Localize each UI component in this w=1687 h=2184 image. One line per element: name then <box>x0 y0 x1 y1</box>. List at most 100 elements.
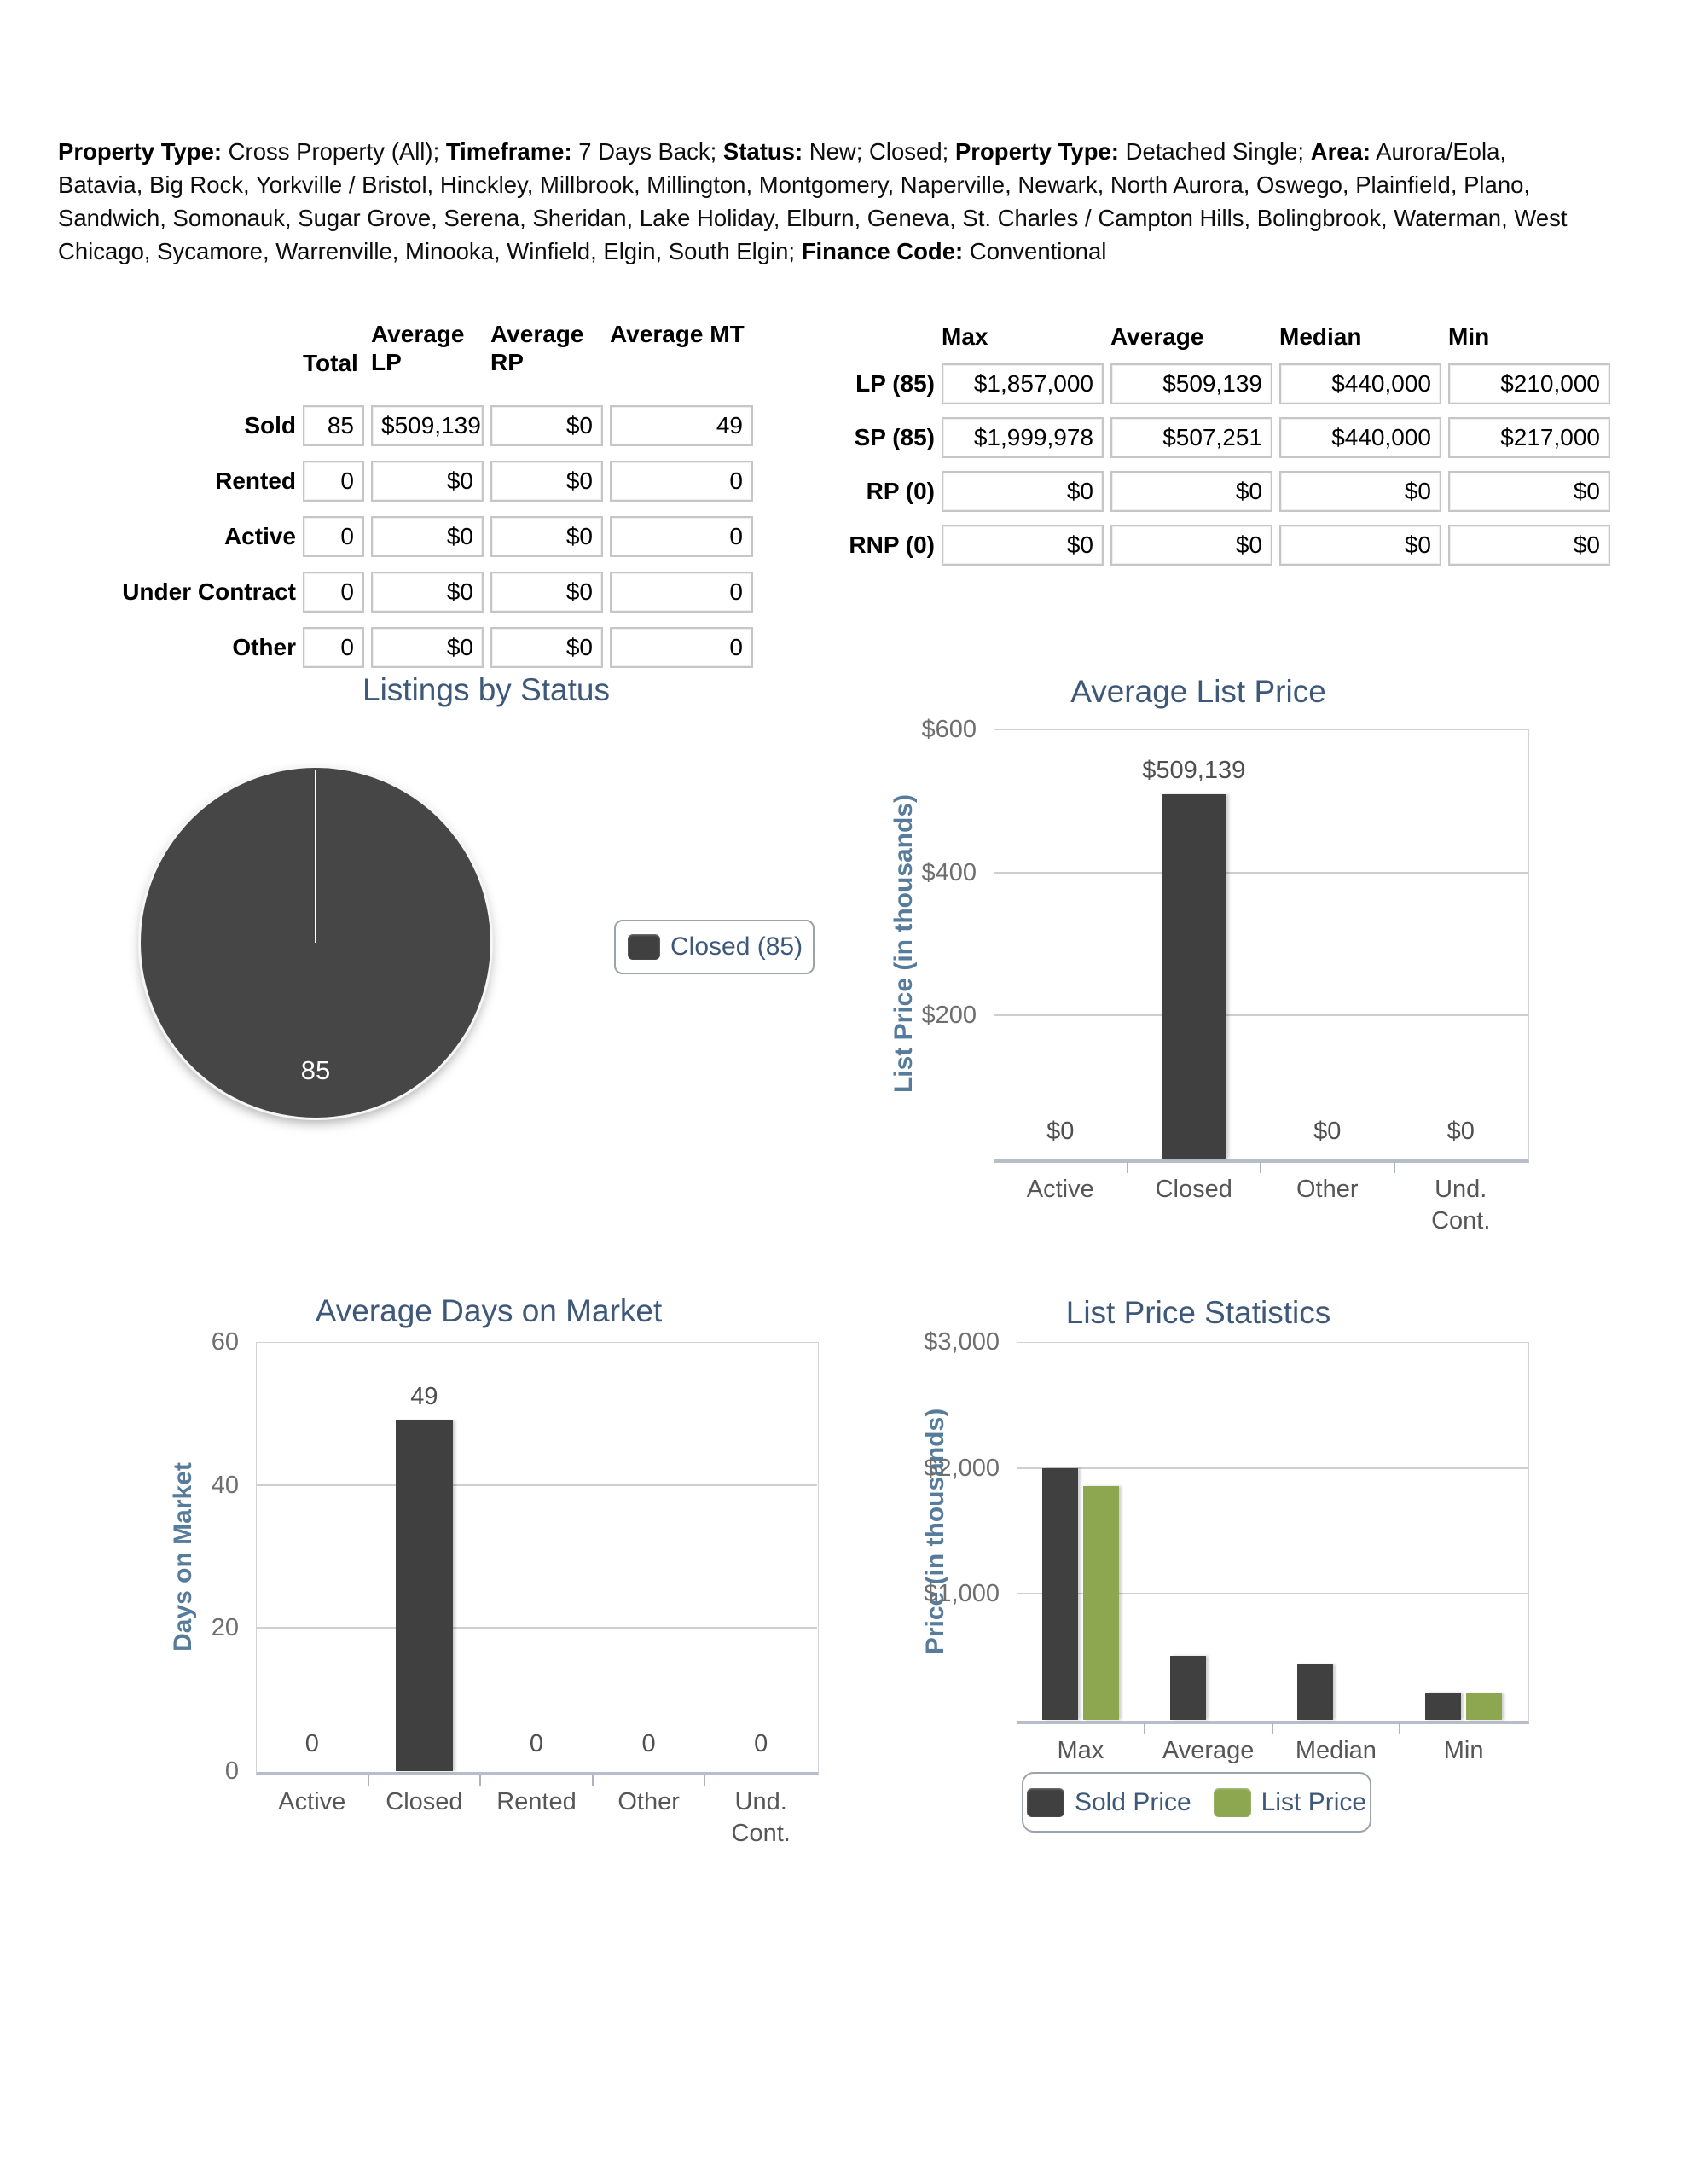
table-cell: $1,999,978 <box>942 417 1104 458</box>
days-on-market-plot-area <box>256 1342 819 1775</box>
legend-label: Closed (85) <box>670 932 803 961</box>
x-category-label: Max <box>1057 1737 1104 1764</box>
table-cell: $0 <box>1110 471 1272 512</box>
bar <box>1297 1664 1334 1720</box>
criteria-label: Timeframe: <box>445 137 572 165</box>
pie-legend: Closed (85) <box>614 920 815 974</box>
criteria-label: Property Type: <box>954 137 1119 165</box>
table-cell: $0 <box>1279 525 1441 566</box>
bar <box>1466 1693 1503 1720</box>
y-tick-label: 0 <box>224 1757 239 1785</box>
pie-slice-value-label: 85 <box>300 1055 331 1085</box>
table-row: Under Contract 0 $0 $0 0 <box>98 572 753 613</box>
status-table-rows: Sold 85 $509,139 $0 49 Rented 0 $0 $0 0 Active 0 $0 $… <box>98 405 753 668</box>
y-tick-label: $400 <box>921 858 977 886</box>
bar-value-label: 0 <box>641 1730 656 1757</box>
column-header: Median <box>1279 323 1362 350</box>
bar <box>1169 1656 1206 1720</box>
table-cell: 49 <box>610 405 753 446</box>
column-header: Max <box>942 323 988 350</box>
x-axis-tick <box>1260 1162 1261 1173</box>
legend-item-list-price: List Price <box>1213 1787 1367 1817</box>
table-row: Active 0 $0 $0 0 <box>98 516 753 557</box>
report-criteria: Property Type: Cross Property (All); Tim… <box>58 137 1568 264</box>
table-cell: $0 <box>1448 471 1610 512</box>
x-axis-tick <box>704 1774 706 1786</box>
bar-value-label: $509,139 <box>1142 757 1246 784</box>
y-tick-label: $3,000 <box>924 1328 1000 1356</box>
x-axis-tick <box>591 1774 594 1786</box>
y-tick-label: $2,000 <box>924 1454 1000 1482</box>
price-table-rows: LP (85) $1,857,000 $509,139 $440,000 $210,00… <box>785 363 1610 566</box>
table-cell: 0 <box>610 461 753 502</box>
price-table-header: Max Average Median Min <box>942 322 1610 363</box>
bar-value-label: $0 <box>1313 1118 1342 1145</box>
bar <box>1425 1693 1462 1720</box>
table-cell: $0 <box>1110 525 1272 566</box>
x-category-label: Closed <box>1155 1176 1232 1203</box>
column-header: Average <box>1110 323 1204 350</box>
x-category-label: Other <box>1296 1176 1359 1203</box>
table-cell: $509,139 <box>371 405 484 446</box>
table-row: Sold 85 $509,139 $0 49 <box>98 405 753 446</box>
avg-list-price-plot-area <box>994 729 1529 1163</box>
table-cell: $0 <box>942 471 1104 512</box>
days-on-market-title: Average Days on Market <box>315 1293 663 1328</box>
table-cell: $0 <box>490 405 603 446</box>
days-on-market-y-axis-label: Days on Market <box>169 1462 197 1652</box>
x-category-label: Min <box>1443 1737 1484 1764</box>
avg-list-price-title: Average List Price <box>1070 674 1326 709</box>
legend-label: List Price <box>1261 1787 1367 1816</box>
criteria-label: Area: <box>1310 137 1371 165</box>
criteria-label: Property Type: <box>58 137 223 165</box>
bar-value-label: 0 <box>304 1730 319 1757</box>
y-tick-label: 20 <box>211 1614 239 1642</box>
closed-swatch-icon <box>628 934 660 960</box>
table-cell: $0 <box>490 627 603 668</box>
row-label: Active <box>223 523 296 549</box>
gridline <box>1017 1467 1528 1469</box>
table-cell: $509,139 <box>1110 363 1272 404</box>
x-axis-tick <box>1126 1162 1128 1173</box>
table-cell: 0 <box>303 627 364 668</box>
pie-slice-divider <box>315 770 316 943</box>
table-row: RP (0) $0 $0 $0 $0 <box>785 471 1610 512</box>
sold-price-swatch-icon <box>1026 1787 1064 1817</box>
list-price-stats-legend: Sold Price List Price <box>1022 1772 1371 1833</box>
y-tick-label: 40 <box>211 1471 239 1499</box>
x-category-label: Active <box>1026 1176 1094 1203</box>
column-header: Average LP <box>371 321 465 375</box>
x-axis-tick <box>1399 1723 1401 1734</box>
status-table-header: Total Average LP Average RP Average MT <box>303 320 753 405</box>
x-axis-tick <box>1393 1162 1395 1173</box>
column-header: Average MT <box>610 321 745 347</box>
table-cell: $0 <box>371 572 484 613</box>
x-category-label: Median <box>1295 1737 1377 1764</box>
legend-item-sold-price: Sold Price <box>1026 1787 1191 1817</box>
x-category-label: Active <box>278 1788 346 1815</box>
bar <box>1082 1486 1119 1720</box>
table-cell: $210,000 <box>1448 363 1610 404</box>
list-price-stats-title: List Price Statistics <box>1065 1295 1331 1330</box>
table-cell: 85 <box>303 405 364 446</box>
x-axis-tick <box>1271 1723 1273 1734</box>
table-cell: $440,000 <box>1279 417 1441 458</box>
row-label: LP (85) <box>855 370 935 397</box>
table-cell: $0 <box>490 516 603 557</box>
bar-value-label: $0 <box>1446 1118 1475 1145</box>
table-cell: $1,857,000 <box>942 363 1104 404</box>
gridline <box>994 871 1528 874</box>
y-tick-label: $200 <box>921 1002 977 1030</box>
table-cell: $0 <box>490 572 603 613</box>
pie-chart-title: Listings by Status <box>362 672 610 707</box>
avg-list-price-y-axis-label: List Price (in thousands) <box>890 793 918 1094</box>
column-header: Total <box>303 349 358 376</box>
bar <box>1041 1468 1078 1720</box>
table-cell: $0 <box>371 461 484 502</box>
table-cell: $0 <box>490 461 603 502</box>
table-cell: 0 <box>610 627 753 668</box>
y-tick-label: 60 <box>211 1328 239 1356</box>
table-cell: $507,251 <box>1110 417 1272 458</box>
column-header: Min <box>1448 323 1490 350</box>
